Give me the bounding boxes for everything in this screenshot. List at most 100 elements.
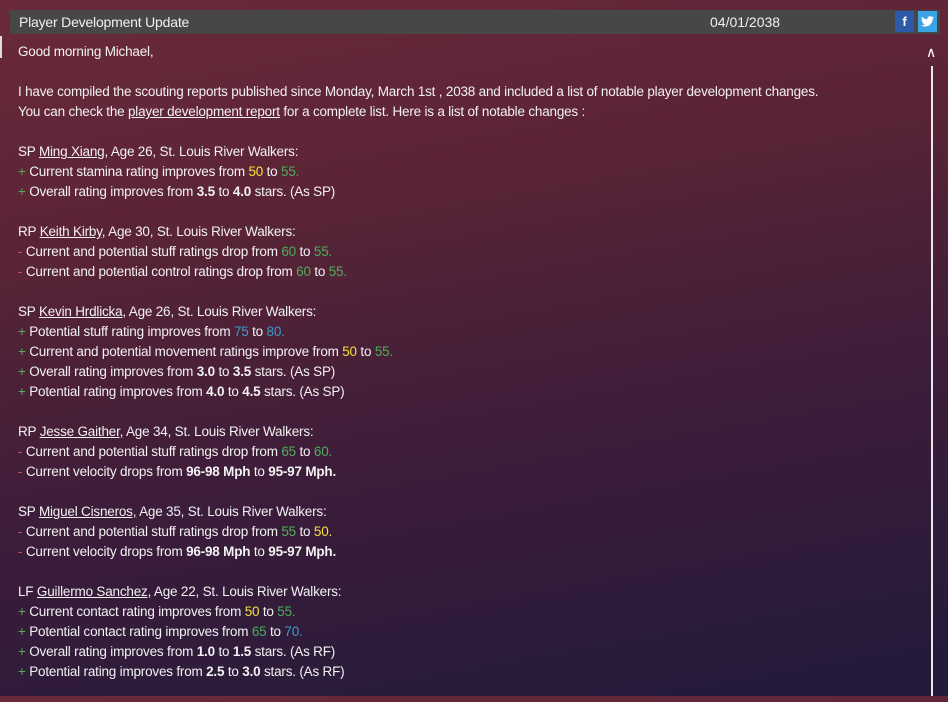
change-text: Current velocity drops from <box>25 544 187 559</box>
message-title: Player Development Update <box>19 14 190 30</box>
change-value: 60 <box>296 264 311 279</box>
change-text: Overall rating improves from <box>29 644 197 659</box>
change-item: + Current stamina rating improves from 5… <box>18 162 918 182</box>
left-edge-divider <box>0 36 2 58</box>
change-value: 70. <box>284 624 303 639</box>
change-text: Overall rating improves from <box>29 364 197 379</box>
change-text: stars. (As SP) <box>251 184 336 199</box>
change-text: Current and potential stuff ratings drop… <box>25 524 282 539</box>
change-text: to <box>224 664 243 679</box>
facebook-share-icon[interactable]: f <box>895 11 914 32</box>
minus-icon: - <box>18 524 23 539</box>
change-text: to <box>259 604 278 619</box>
player-name-link[interactable]: Guillermo Sanchez, <box>36 584 152 599</box>
change-text: Current contact rating improves from <box>29 604 245 619</box>
change-value: 65 <box>251 624 267 639</box>
change-item: - Current velocity drops from 96-98 Mph … <box>18 462 918 482</box>
change-value: 4.0 <box>206 384 225 399</box>
change-value: 60 <box>281 244 296 259</box>
player-header: SP Miguel Cisneros, Age 35, St. Louis Ri… <box>18 502 918 522</box>
change-text: to <box>310 264 329 279</box>
change-item: + Potential contact rating improves from… <box>18 622 918 642</box>
change-text: to <box>214 184 233 199</box>
change-text: to <box>295 524 314 539</box>
minus-icon: - <box>18 464 23 479</box>
player-position: RP <box>18 224 37 239</box>
player-info: Age 35, St. Louis River Walkers: <box>136 504 327 519</box>
player-name-link[interactable]: Miguel Cisneros, <box>38 504 137 519</box>
plus-icon: + <box>18 324 26 339</box>
player-info: Age 30, St. Louis River Walkers: <box>105 224 296 239</box>
greeting: Good morning Michael, <box>18 44 154 59</box>
intro-text: You can check the <box>18 104 128 119</box>
message-body: Good morning Michael, I have compiled th… <box>18 42 918 702</box>
plus-icon: + <box>18 644 26 659</box>
change-text: to <box>295 444 314 459</box>
change-value: 60. <box>313 444 333 459</box>
change-value: 96-98 Mph <box>186 464 251 479</box>
change-value: 4.0 <box>232 184 252 199</box>
player-position: SP <box>18 144 36 159</box>
intro-line: You can check the player development rep… <box>18 102 918 122</box>
player-info: Age 26, St. Louis River Walkers: <box>125 304 317 319</box>
player-header: LF Guillermo Sanchez, Age 22, St. Louis … <box>18 582 918 602</box>
scroll-up-icon[interactable]: ∧ <box>926 44 937 60</box>
change-item: - Current velocity drops from 96-98 Mph … <box>18 542 918 562</box>
change-value: 1.0 <box>196 644 215 659</box>
change-text: Overall rating improves from <box>29 184 197 199</box>
change-value: 65 <box>281 444 296 459</box>
change-text: Current and potential stuff ratings drop… <box>25 444 282 459</box>
minus-icon: - <box>18 544 23 559</box>
player-name-link[interactable]: Keith Kirby, <box>39 224 106 239</box>
change-text: to <box>224 384 243 399</box>
player-info: Age 26, St. Louis River Walkers: <box>108 144 299 159</box>
plus-icon: + <box>18 604 26 619</box>
change-text: to <box>263 164 282 179</box>
change-item: + Potential rating improves from 4.0 to … <box>18 382 918 402</box>
player-name-link[interactable]: Ming Xiang, <box>38 144 109 159</box>
change-value: 50 <box>244 604 260 619</box>
plus-icon: + <box>18 384 26 399</box>
change-item: + Overall rating improves from 3.5 to 4.… <box>18 182 918 202</box>
change-text: Current and potential stuff ratings drop… <box>25 244 282 259</box>
change-value: 96-98 Mph <box>186 544 251 559</box>
change-value: 1.5 <box>232 644 252 659</box>
change-value: 55 <box>281 524 296 539</box>
player-position: SP <box>18 304 36 319</box>
change-text: stars. (As RF) <box>251 644 336 659</box>
plus-icon: + <box>18 364 26 379</box>
change-text: stars. (As SP) <box>251 364 336 379</box>
player-development-report-link[interactable]: player development report <box>127 104 280 119</box>
change-text: to <box>214 644 233 659</box>
change-item: + Overall rating improves from 3.0 to 3.… <box>18 362 918 382</box>
change-text: Potential stuff rating improves from <box>29 324 234 339</box>
player-name-link[interactable]: Kevin Hrdlicka, <box>38 304 126 319</box>
change-value: 80. <box>266 324 285 339</box>
player-name-link[interactable]: Jesse Gaither, <box>39 424 124 439</box>
plus-icon: + <box>18 184 26 199</box>
change-item: - Current and potential stuff ratings dr… <box>18 522 918 542</box>
twitter-share-icon[interactable] <box>918 11 937 32</box>
player-info: Age 22, St. Louis River Walkers: <box>151 584 342 599</box>
change-value: 2.5 <box>206 664 225 679</box>
scrollbar[interactable] <box>931 66 933 696</box>
change-text: to <box>250 464 269 479</box>
change-item: - Current and potential stuff ratings dr… <box>18 242 918 262</box>
change-value: 50 <box>248 164 264 179</box>
change-text: Current velocity drops from <box>25 464 187 479</box>
change-item: + Potential stuff rating improves from 7… <box>18 322 918 342</box>
change-value: 55. <box>281 164 300 179</box>
change-value: 50 <box>342 344 357 359</box>
change-item: - Current and potential control ratings … <box>18 262 918 282</box>
player-info: Age 34, St. Louis River Walkers: <box>123 424 314 439</box>
change-value: 55. <box>328 264 347 279</box>
minus-icon: - <box>18 244 23 259</box>
message-header: Player Development Update 04/01/2038 f <box>10 10 940 34</box>
change-item: + Overall rating improves from 1.0 to 1.… <box>18 642 918 662</box>
change-text: to <box>356 344 375 359</box>
change-text: to <box>214 364 233 379</box>
intro-text: for a complete list. Here is a list of n… <box>279 104 586 119</box>
message-date: 04/01/2038 <box>710 14 781 30</box>
player-position: RP <box>18 424 37 439</box>
plus-icon: + <box>18 624 26 639</box>
